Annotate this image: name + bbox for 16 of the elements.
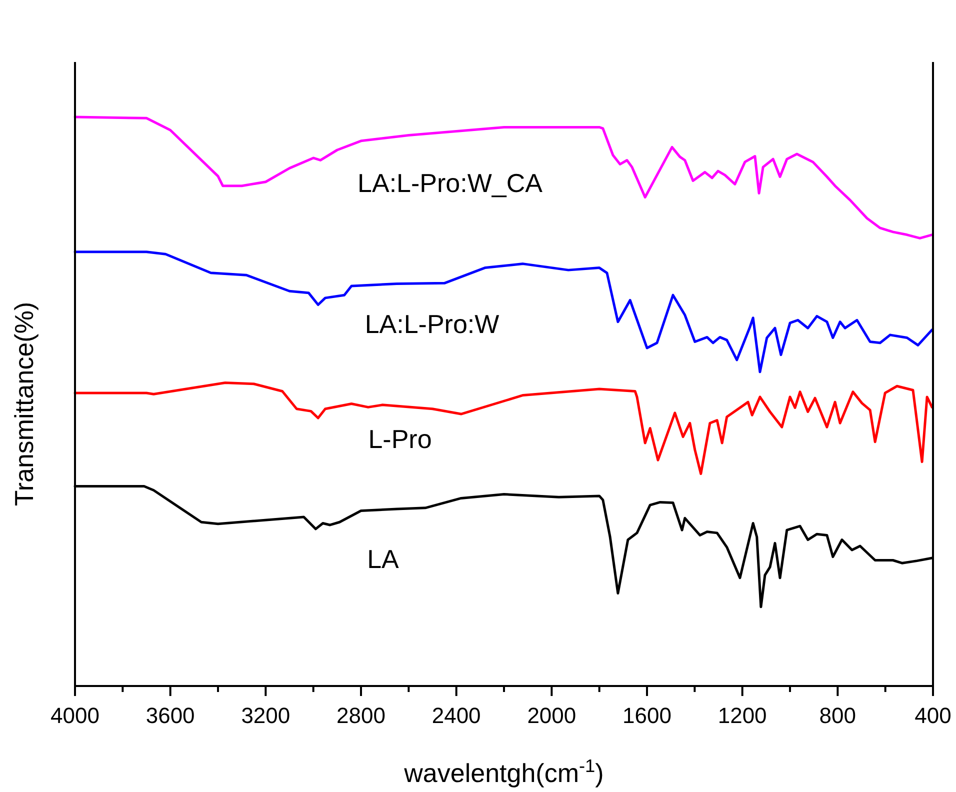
x-tick-label: 2800 <box>336 703 386 728</box>
x-tick-label: 400 <box>914 703 952 728</box>
series-label: LA:L-Pro:W_CA <box>358 168 544 198</box>
x-tick-label: 800 <box>819 703 856 728</box>
x-tick-label: 4000 <box>50 703 100 728</box>
y-axis-title: Transmittance(%) <box>9 302 39 506</box>
x-tick-label: 2000 <box>527 703 576 728</box>
series-label: LA <box>367 544 400 574</box>
x-axis-title: wavelentgh(cm$^{-1}$) <box>403 756 604 788</box>
series-label: L-Pro <box>368 424 432 454</box>
series-label: LA:L-Pro:W <box>364 309 500 339</box>
x-tick-label: 3600 <box>146 703 195 728</box>
x-tick-label: 1200 <box>718 703 767 728</box>
x-tick-label: 3200 <box>241 703 290 728</box>
x-tick-label: 1600 <box>622 703 672 728</box>
x-tick-label: 2400 <box>432 703 481 728</box>
